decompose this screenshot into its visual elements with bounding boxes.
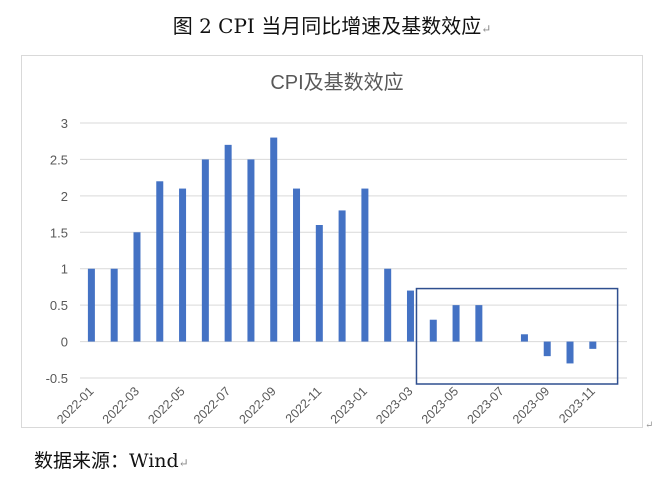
bar-2022-03 <box>133 232 141 342</box>
y-tick-label: 2.5 <box>50 152 68 167</box>
y-tick-label: 3 <box>61 116 68 131</box>
bar-2022-08 <box>247 159 255 342</box>
paragraph-mark-icon: ↵ <box>178 456 189 470</box>
x-tick-label: 2022-09 <box>237 384 279 426</box>
gridlines <box>80 122 627 379</box>
bar-2023-02 <box>384 268 392 342</box>
x-tick-label: 2022-01 <box>54 384 96 426</box>
bar-2022-12 <box>338 210 346 342</box>
bar-2022-10 <box>293 188 301 342</box>
x-tick-label: 2023-03 <box>373 384 415 426</box>
bar-2023-09 <box>543 341 551 357</box>
x-tick-label: 2022-03 <box>100 384 142 426</box>
x-tick-label: 2023-01 <box>328 384 370 426</box>
x-tick-label: 2023-07 <box>464 384 506 426</box>
bar-2022-01 <box>87 268 95 342</box>
cpi-bar-chart: CPI及基数效应 -0.500.511.522.53 2022-01 2022-0… <box>46 71 627 427</box>
source-note-text: 数据来源：Wind <box>34 450 179 472</box>
paragraph-mark-icon: ↵ <box>481 22 492 36</box>
x-tick-label: 2023-09 <box>510 384 552 426</box>
y-tick-label: -0.5 <box>46 371 68 386</box>
source-note: 数据来源：Wind↵ <box>34 446 189 473</box>
bar-2023-11 <box>589 341 597 349</box>
bars <box>87 137 597 364</box>
highlight-box <box>415 287 619 385</box>
bar-2022-04 <box>156 181 164 342</box>
bar-2023-05 <box>452 305 460 342</box>
x-tick-label: 2023-05 <box>419 384 461 426</box>
x-axis-ticks: 2022-01 2022-03 2022-05 2022-07 2022-09 2022-… <box>54 384 598 426</box>
bar-2023-06 <box>475 305 483 342</box>
bar-2023-04 <box>429 319 437 342</box>
y-tick-label: 2 <box>61 189 68 204</box>
bar-2022-07 <box>224 144 232 342</box>
x-tick-label: 2022-05 <box>145 384 187 426</box>
bar-2023-08 <box>520 334 528 342</box>
bar-2022-09 <box>270 137 278 342</box>
y-tick-label: 0.5 <box>50 298 68 313</box>
bar-2023-01 <box>361 188 369 342</box>
y-tick-label: 1.5 <box>50 225 68 240</box>
bar-2022-11 <box>315 225 323 342</box>
bar-2022-05 <box>179 188 187 342</box>
y-tick-label: 0 <box>61 335 68 350</box>
chart-frame: CPI及基数效应 -0.5 0 0.5 1 1.5 2 2.5 3 2022-01 2022-0… <box>21 55 643 428</box>
x-tick-label: 2023-11 <box>556 384 598 426</box>
y-axis-ticks: -0.5 0 0.5 1 1.5 2 2.5 3 <box>46 116 68 386</box>
chart-title: CPI及基数效应 <box>270 71 403 94</box>
paragraph-mark-icon: ↵ <box>645 420 654 431</box>
figure-title: 图 2 CPI 当月同比增速及基数效应↵ <box>0 10 664 39</box>
bar-2022-06 <box>201 159 209 342</box>
y-tick-label: 1 <box>61 262 68 277</box>
x-tick-label: 2022-11 <box>283 384 325 426</box>
figure-title-text: 图 2 CPI 当月同比增速及基数效应 <box>172 14 482 38</box>
bar-2023-10 <box>566 341 574 364</box>
bar-2022-02 <box>110 268 118 342</box>
bar-2023-03 <box>406 290 414 342</box>
x-tick-label: 2022-07 <box>191 384 233 426</box>
